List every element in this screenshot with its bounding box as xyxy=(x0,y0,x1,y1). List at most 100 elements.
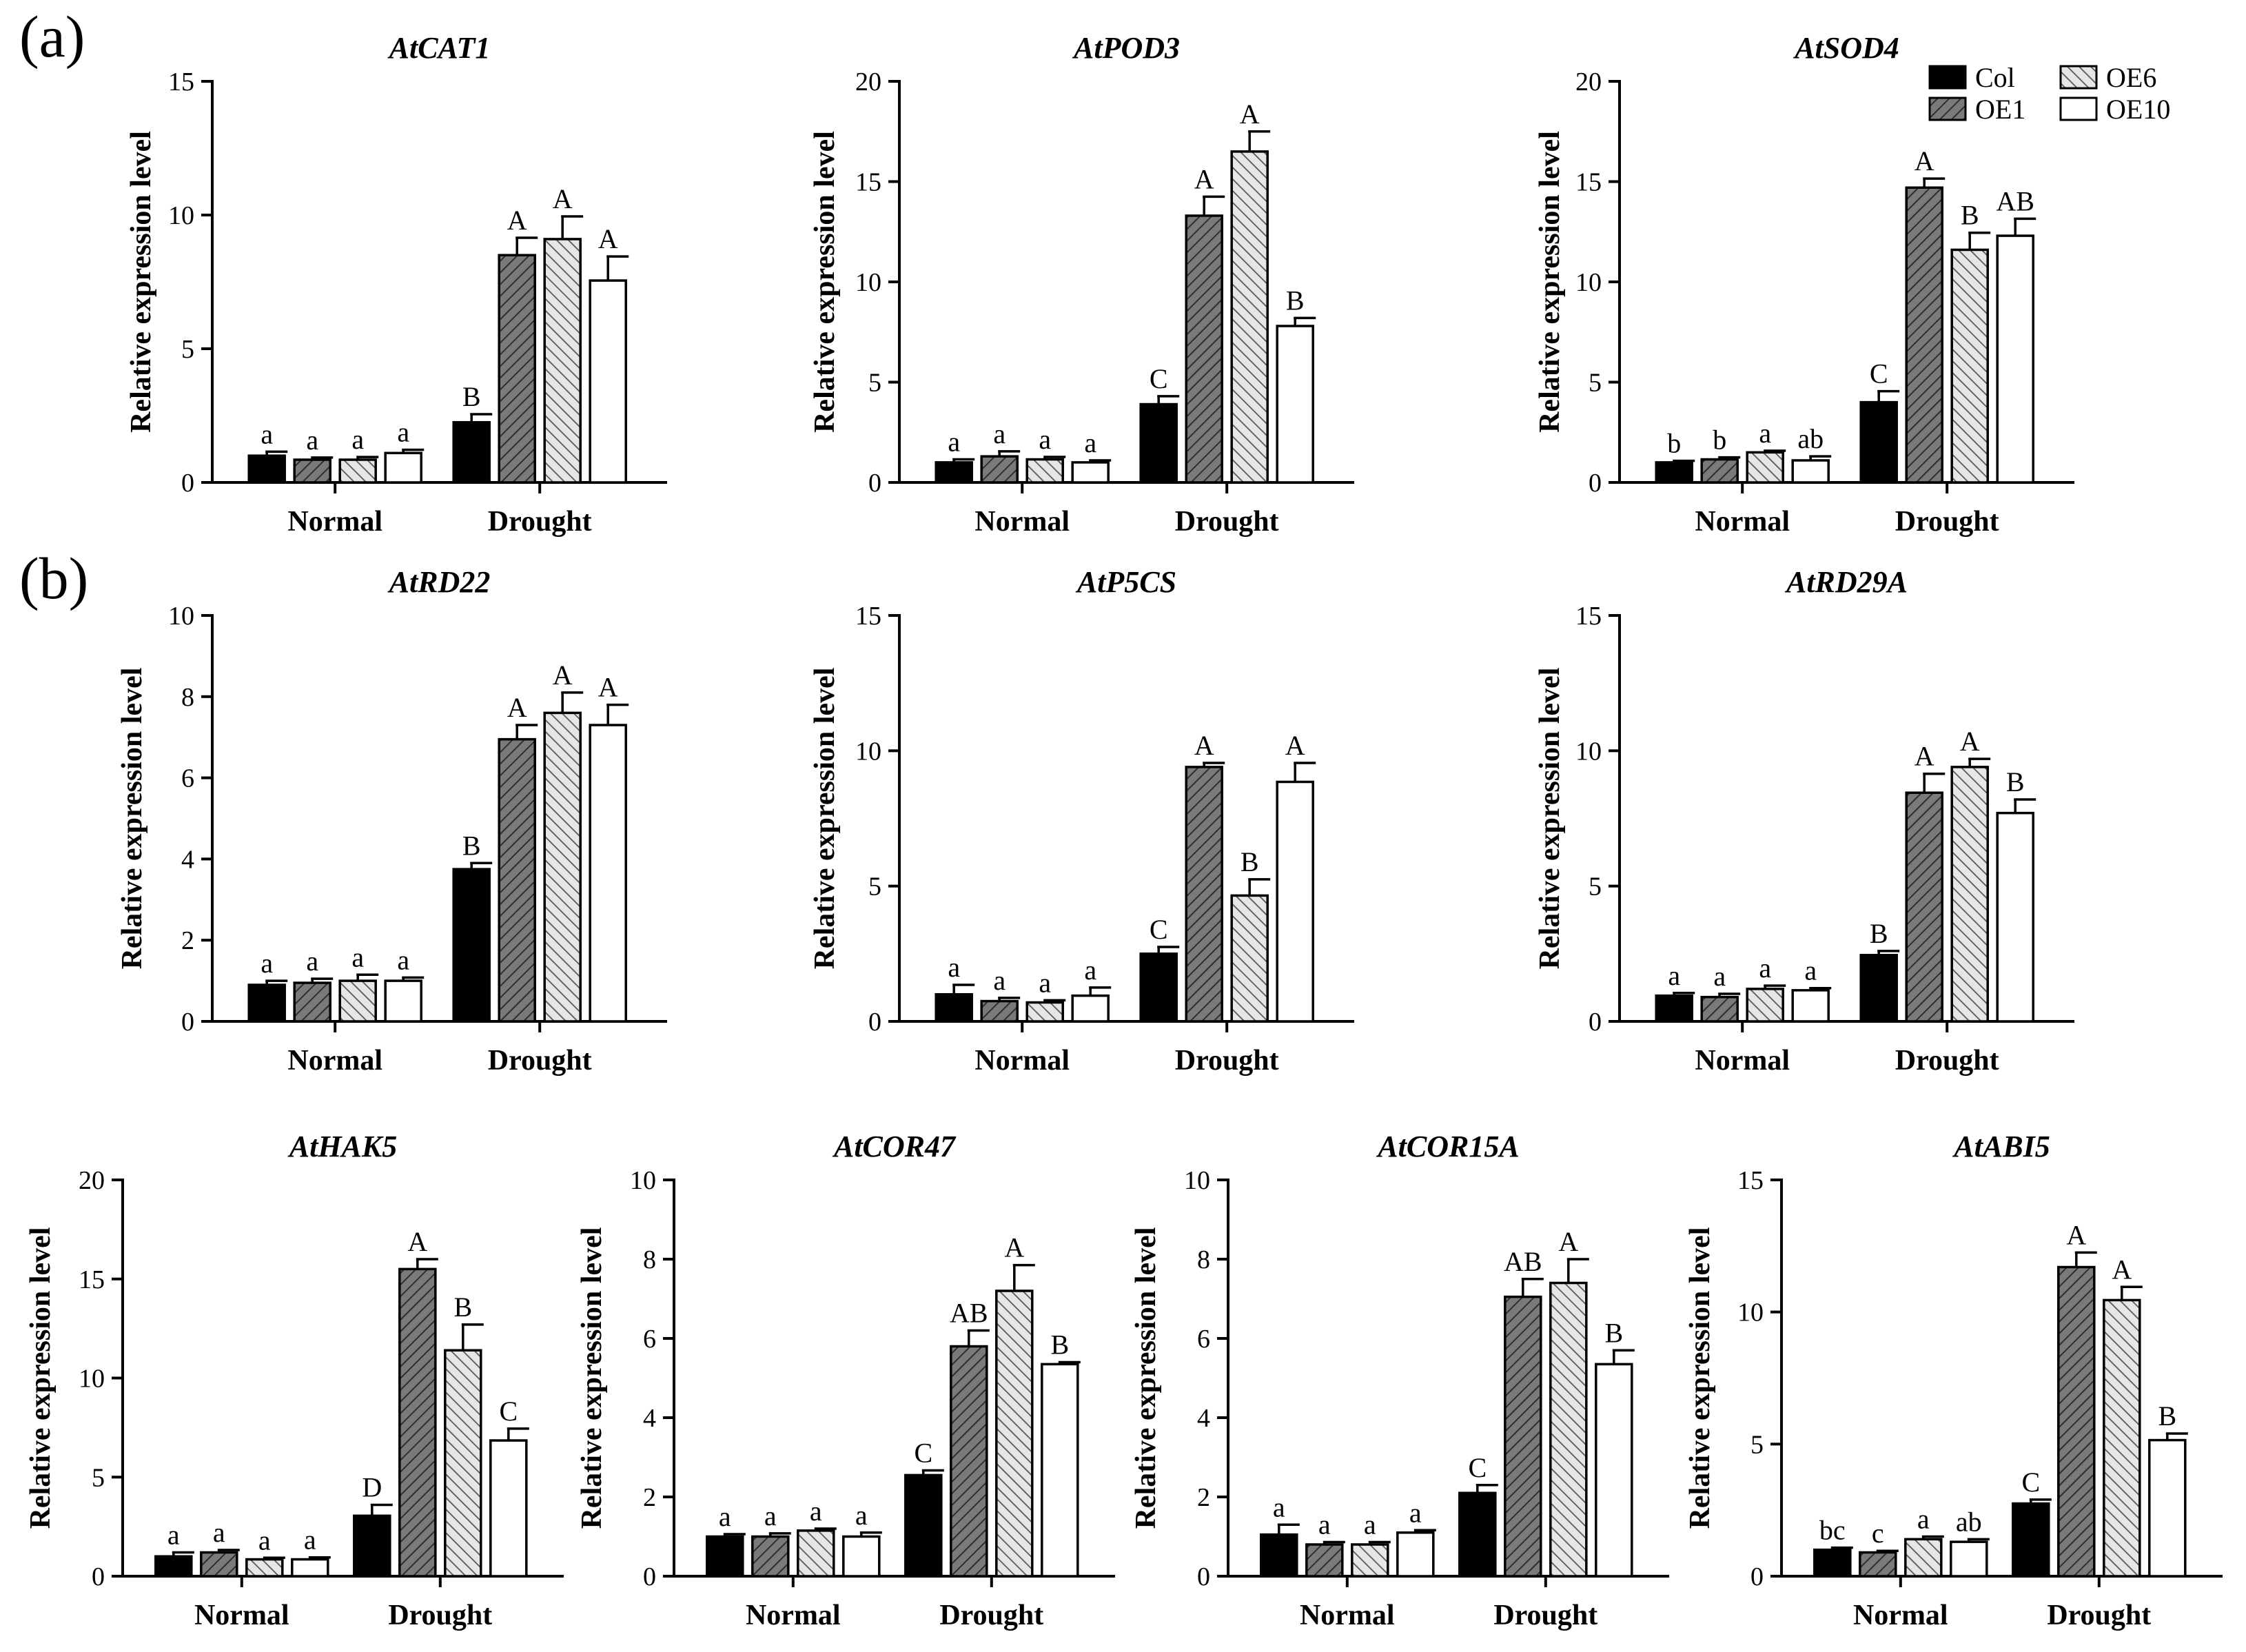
bar-col-drought xyxy=(2012,1502,2050,1578)
panel-label-a: (a) xyxy=(19,3,85,70)
significance-letter: B xyxy=(462,381,481,412)
y-tick-label: 15 xyxy=(855,602,881,631)
significance-letter: a xyxy=(948,427,960,458)
bar-oe6-normal xyxy=(1746,451,1784,484)
bar-oe1-normal xyxy=(751,1535,790,1578)
x-tick-label-drought: Drought xyxy=(2047,1600,2151,1631)
bar-col-drought xyxy=(353,1514,391,1578)
panel-label-b: (b) xyxy=(19,545,88,611)
x-tick-label-normal: Normal xyxy=(287,506,382,538)
bar-oe10-drought xyxy=(489,1439,528,1578)
x-tick-label-drought: Drought xyxy=(1493,1600,1597,1631)
bar-oe10-normal xyxy=(1396,1531,1435,1578)
legend-label-oe6: OE6 xyxy=(2106,62,2156,93)
bar-oe10-drought xyxy=(1996,234,2034,484)
bar-oe6-drought xyxy=(1950,248,1989,484)
bar-oe10-drought xyxy=(1041,1363,1079,1578)
y-tick-label: 6 xyxy=(643,1325,656,1354)
bar-oe6-normal xyxy=(1025,1001,1064,1023)
x-tick-label-drought: Drought xyxy=(488,506,592,538)
y-tick-label: 8 xyxy=(643,1245,656,1274)
bar-oe6-drought xyxy=(1950,766,1989,1023)
significance-letter: C xyxy=(499,1396,518,1427)
x-tick-label-drought: Drought xyxy=(1175,506,1279,538)
bar-oe10-normal xyxy=(384,979,422,1023)
significance-letter: A xyxy=(1194,730,1214,761)
significance-letter: a xyxy=(1364,1509,1376,1540)
y-tick-label: 0 xyxy=(92,1562,105,1591)
legend-label-oe10: OE10 xyxy=(2106,94,2170,125)
chart-title: AtRD22 xyxy=(387,565,491,599)
significance-letter: B xyxy=(1870,918,1888,949)
y-tick-label: 10 xyxy=(630,1166,656,1195)
bar-oe6-drought xyxy=(444,1349,482,1578)
bar-oe6-drought xyxy=(995,1289,1034,1578)
bar-col-normal xyxy=(1655,461,1693,484)
bar-oe6-normal xyxy=(1025,458,1064,484)
bar-oe1-normal xyxy=(293,458,331,484)
chart-atpod3: AtPOD3 Relative expression level 0 5 10 15 20 N… xyxy=(809,31,1354,538)
legend-swatch-oe6 xyxy=(2059,65,2098,90)
legend-label-oe1: OE1 xyxy=(1975,94,2025,125)
significance-letter: a xyxy=(304,1524,316,1556)
y-tick-label: 0 xyxy=(1197,1562,1210,1591)
y-tick-label: 5 xyxy=(181,335,194,364)
y-tick-label: 5 xyxy=(1750,1430,1764,1459)
y-tick-label: 15 xyxy=(1575,602,1602,631)
chart-title: AtABI5 xyxy=(1952,1130,2050,1163)
significance-letter: D xyxy=(362,1472,382,1503)
significance-letter: A xyxy=(1240,99,1260,130)
y-axis-label: Relative expression level xyxy=(125,131,157,433)
y-tick-label: 5 xyxy=(1589,873,1602,901)
bar-oe1-drought xyxy=(498,254,536,484)
bar-col-drought xyxy=(452,868,491,1023)
bar-col-normal xyxy=(247,983,286,1023)
significance-letter: a xyxy=(351,941,364,972)
significance-letter: A xyxy=(507,205,527,236)
y-tick-label: 5 xyxy=(868,873,881,901)
x-tick-label-normal: Normal xyxy=(746,1600,841,1631)
bar-col-normal xyxy=(1655,994,1693,1023)
chart-title: AtPOD3 xyxy=(1072,31,1180,65)
significance-letter: a xyxy=(261,948,273,979)
bar-oe10-normal xyxy=(842,1535,881,1578)
bar-oe10-normal xyxy=(1791,459,1830,484)
y-tick-label: 5 xyxy=(92,1463,105,1492)
x-tick-label-drought: Drought xyxy=(488,1045,592,1077)
significance-letter: A xyxy=(2066,1219,2086,1250)
significance-letter: A xyxy=(598,672,618,703)
y-axis-label: Relative expression level xyxy=(1684,1227,1716,1529)
significance-letter: a xyxy=(1084,427,1096,458)
y-tick-label: 10 xyxy=(168,201,194,230)
bar-col-normal xyxy=(706,1535,744,1578)
bar-oe6-drought xyxy=(543,238,582,484)
significance-letter: C xyxy=(2021,1467,2040,1498)
significance-letter: a xyxy=(1273,1491,1285,1522)
significance-letter: a xyxy=(1318,1509,1331,1540)
significance-letter: B xyxy=(453,1292,472,1323)
y-tick-label: 0 xyxy=(1750,1562,1764,1591)
chart-title: AtCOR47 xyxy=(832,1130,957,1163)
y-tick-label: 2 xyxy=(181,926,194,955)
bar-oe1-drought xyxy=(398,1267,437,1578)
significance-letter: a xyxy=(719,1501,731,1532)
bar-oe10-normal xyxy=(384,451,422,484)
x-tick-label-drought: Drought xyxy=(939,1600,1043,1631)
y-tick-label: 20 xyxy=(1575,68,1602,96)
y-axis-label: Relative expression level xyxy=(809,131,841,433)
significance-letter: B xyxy=(1604,1317,1623,1348)
y-tick-label: 8 xyxy=(1197,1245,1210,1274)
y-axis-label: Relative expression level xyxy=(576,1227,608,1529)
significance-letter: a xyxy=(351,424,364,455)
y-tick-label: 4 xyxy=(643,1404,656,1433)
y-tick-label: 4 xyxy=(181,845,194,874)
significance-letter: B xyxy=(2158,1400,2176,1431)
significance-letter: c xyxy=(1872,1518,1884,1549)
y-tick-label: 10 xyxy=(1575,737,1602,766)
significance-letter: a xyxy=(1084,955,1096,986)
chart-title: AtHAK5 xyxy=(287,1130,398,1163)
x-tick-label-normal: Normal xyxy=(1300,1600,1395,1631)
significance-letter: a xyxy=(258,1524,271,1556)
y-tick-label: 20 xyxy=(855,68,881,96)
